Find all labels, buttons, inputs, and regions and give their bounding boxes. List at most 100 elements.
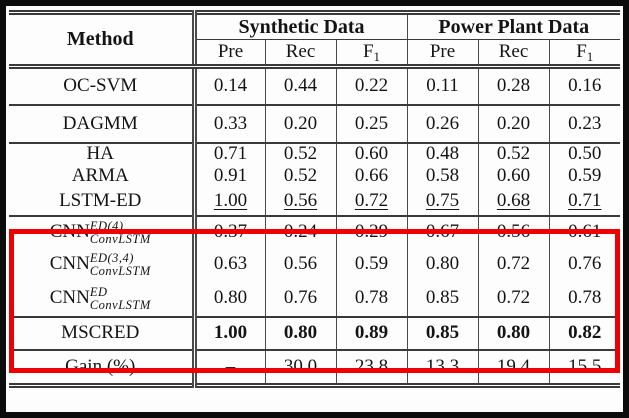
value-cell: 0.23 xyxy=(548,104,621,144)
value-cell: 30.0 xyxy=(264,349,336,386)
cnn-subscript: ConvLSTM xyxy=(89,263,151,278)
row-label: Gain (%) xyxy=(65,355,136,377)
value-cell: 0.50 xyxy=(548,142,621,165)
value-cell: 0.80 xyxy=(406,247,479,280)
cnn-base: CNN xyxy=(49,252,90,274)
value-cell: 0.48 xyxy=(406,142,479,165)
value-cell: 0.26 xyxy=(406,104,479,144)
row-gain: Gain (%) – 30.0 23.8 13.3 19.4 15.5 xyxy=(9,349,621,386)
value-cell: 0.82 xyxy=(548,316,621,351)
cnn-base: CNN xyxy=(49,221,90,243)
value-cell: 0.33 xyxy=(191,104,265,144)
row-label: CNN ED ConvLSTM xyxy=(9,279,194,318)
value-cell: 0.71 xyxy=(191,142,265,165)
value-cell: 0.78 xyxy=(548,279,621,318)
value-cell: 0.29 xyxy=(335,215,408,248)
value-cell: 0.56 xyxy=(264,186,336,217)
row-cnn-ed: CNN ED ConvLSTM 0.80 0.76 0.78 0.85 0.72 0… xyxy=(9,279,621,318)
row-oc-svm: OC-SVM 0.14 0.44 0.22 0.11 0.28 0.16 xyxy=(9,66,621,106)
value-cell: 0.76 xyxy=(548,247,621,280)
col-header-f1-synthetic: F1 xyxy=(335,39,408,69)
value-cell: 0.75 xyxy=(406,186,479,217)
cnn-subscript: ConvLSTM xyxy=(89,297,151,312)
value-cell: 0.56 xyxy=(477,215,550,248)
f1-base: F xyxy=(362,41,374,63)
value-cell: 0.52 xyxy=(264,142,336,165)
value-cell: 0.80 xyxy=(477,316,550,351)
row-label: DAGMM xyxy=(9,104,194,144)
col-header-pre-power: Pre xyxy=(406,39,479,69)
value-cell: 0.56 xyxy=(264,247,336,280)
row-mscred: MSCRED 1.00 0.80 0.89 0.85 0.80 0.82 xyxy=(9,316,621,351)
row-cnn-ed4: CNN ED(4) ConvLSTM 0.37 0.24 0.29 0.67 0.5… xyxy=(9,215,621,248)
cnn-scripts: ED(4) ConvLSTM xyxy=(90,220,151,246)
value-cell: 0.91 xyxy=(191,164,265,187)
value-cell: 0.66 xyxy=(335,164,408,187)
value-cell: 0.52 xyxy=(264,164,336,187)
value-cell: 0.63 xyxy=(191,247,265,280)
row-lstm-ed: LSTM-ED 1.00 0.56 0.72 0.75 0.68 0.71 xyxy=(9,186,621,217)
value-cell: 0.59 xyxy=(335,247,408,280)
cnn-scripts: ED(3,4) ConvLSTM xyxy=(89,251,151,278)
f1-sub: 1 xyxy=(373,49,381,65)
cnn-scripts: ED ConvLSTM xyxy=(89,285,151,312)
row-ha: HA 0.71 0.52 0.60 0.48 0.52 0.50 xyxy=(9,142,621,165)
value-cell: 0.76 xyxy=(264,279,336,318)
value-cell: 0.72 xyxy=(477,279,550,318)
value-cell: 0.68 xyxy=(477,186,550,217)
value-cell: 0.14 xyxy=(191,66,265,106)
value-cell: 0.24 xyxy=(264,215,336,248)
row-label: CNN ED(3,4) ConvLSTM xyxy=(9,248,194,280)
cnn-label: CNN ED(4) ConvLSTM xyxy=(49,219,151,246)
value-cell: 0.44 xyxy=(264,66,336,106)
row-dagmm: DAGMM 0.33 0.20 0.25 0.26 0.20 0.23 xyxy=(9,104,621,144)
col-header-rec-power: Rec xyxy=(477,39,550,69)
value-cell: 19.4 xyxy=(477,349,550,386)
value-cell: 0.72 xyxy=(335,186,408,217)
value-cell: 0.22 xyxy=(335,66,408,106)
col-header-rec-synthetic: Rec xyxy=(264,39,336,69)
value-cell: 1.00 xyxy=(191,186,265,217)
value-cell: 0.85 xyxy=(406,279,479,318)
col-header-pre-synthetic: Pre xyxy=(191,39,265,69)
cnn-label: CNN ED(3,4) ConvLSTM xyxy=(50,251,151,277)
value-cell: 0.25 xyxy=(335,104,408,144)
row-label: MSCRED xyxy=(9,316,194,351)
f1-sub: 1 xyxy=(586,49,594,65)
value-cell: 0.72 xyxy=(477,247,550,280)
cnn-base: CNN xyxy=(49,286,90,308)
value-cell: 0.11 xyxy=(406,66,479,106)
f1-base: F xyxy=(576,41,587,63)
value-cell: 0.16 xyxy=(548,66,621,106)
cnn-subscript: ConvLSTM xyxy=(89,232,151,246)
value-cell: 0.78 xyxy=(335,279,408,318)
value-cell: 0.67 xyxy=(406,215,479,248)
value-cell: 0.58 xyxy=(406,164,479,187)
value-cell: 15.5 xyxy=(548,349,621,386)
value-cell: 13.3 xyxy=(406,349,479,386)
value-cell: 0.28 xyxy=(477,66,550,106)
row-label: HA xyxy=(86,143,114,165)
value-cell: 0.60 xyxy=(477,164,550,187)
value-cell: 0.60 xyxy=(335,142,408,165)
value-cell: 0.71 xyxy=(548,186,621,217)
value-cell: 0.85 xyxy=(406,316,479,351)
row-label: ARMA xyxy=(71,164,129,186)
value-cell: 1.00 xyxy=(191,316,265,351)
row-label: OC-SVM xyxy=(9,66,194,106)
value-cell: 0.89 xyxy=(335,316,408,351)
group-header-power-plant: Power Plant Data xyxy=(406,12,621,40)
value-cell: 0.80 xyxy=(264,316,336,351)
row-label: LSTM-ED xyxy=(9,186,194,217)
value-cell: 0.37 xyxy=(191,215,265,248)
value-cell: 23.8 xyxy=(335,349,408,386)
group-header-synthetic: Synthetic Data xyxy=(191,12,408,40)
method-header: Method xyxy=(9,12,194,69)
value-cell: 0.61 xyxy=(548,215,621,248)
value-cell: 0.59 xyxy=(548,164,621,187)
row-arma: ARMA 0.91 0.52 0.66 0.58 0.60 0.59 xyxy=(9,164,621,187)
value-cell: – xyxy=(191,349,265,386)
value-cell: 0.80 xyxy=(191,279,265,318)
row-label: CNN ED(4) ConvLSTM xyxy=(9,216,194,248)
